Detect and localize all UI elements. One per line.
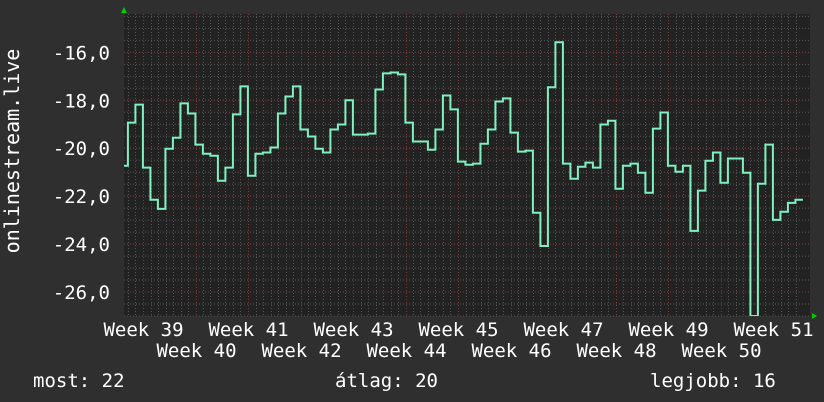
y-tick-label: -20,0: [53, 138, 110, 160]
series-line: [124, 41, 803, 316]
x-tick-label: Week 50: [681, 340, 761, 362]
y-tick-label: -22,0: [53, 186, 110, 208]
x-axis-arrow: [812, 313, 817, 319]
x-tick-label: Week 45: [418, 319, 498, 341]
x-tick-label: Week 48: [576, 340, 656, 362]
x-tick-label: Week 43: [313, 319, 393, 341]
legend-current: most: 22: [33, 370, 125, 392]
x-tick-label: Week 49: [628, 319, 708, 341]
average-value: 20: [415, 370, 438, 392]
y-axis-arrow: [121, 7, 127, 13]
average-label: átlag:: [335, 370, 404, 392]
current-value: 22: [101, 370, 125, 392]
y-tick-label: -18,0: [53, 90, 110, 112]
x-tick-label: Week 39: [103, 319, 183, 341]
x-tick-label: Week 42: [261, 340, 341, 362]
current-label: most:: [33, 370, 91, 392]
y-tick-label: -24,0: [53, 234, 110, 256]
x-tick-label: Week 47: [523, 319, 603, 341]
legend-average: átlag: 20: [335, 370, 438, 392]
x-tick-label: Week 40: [156, 340, 236, 362]
x-tick-label: Week 41: [208, 319, 288, 341]
x-tick-label: Week 46: [471, 340, 551, 362]
max-value: 16: [752, 370, 776, 392]
y-tick-label: -26,0: [53, 282, 110, 304]
y-axis-title: onlinestream.live: [0, 49, 24, 254]
legend-max: legjobb: 16: [650, 370, 776, 392]
x-tick-label: Week 51: [733, 319, 813, 341]
x-tick-label: Week 44: [366, 340, 446, 362]
max-label: legjobb:: [650, 370, 742, 392]
y-tick-label: -16,0: [53, 42, 110, 64]
